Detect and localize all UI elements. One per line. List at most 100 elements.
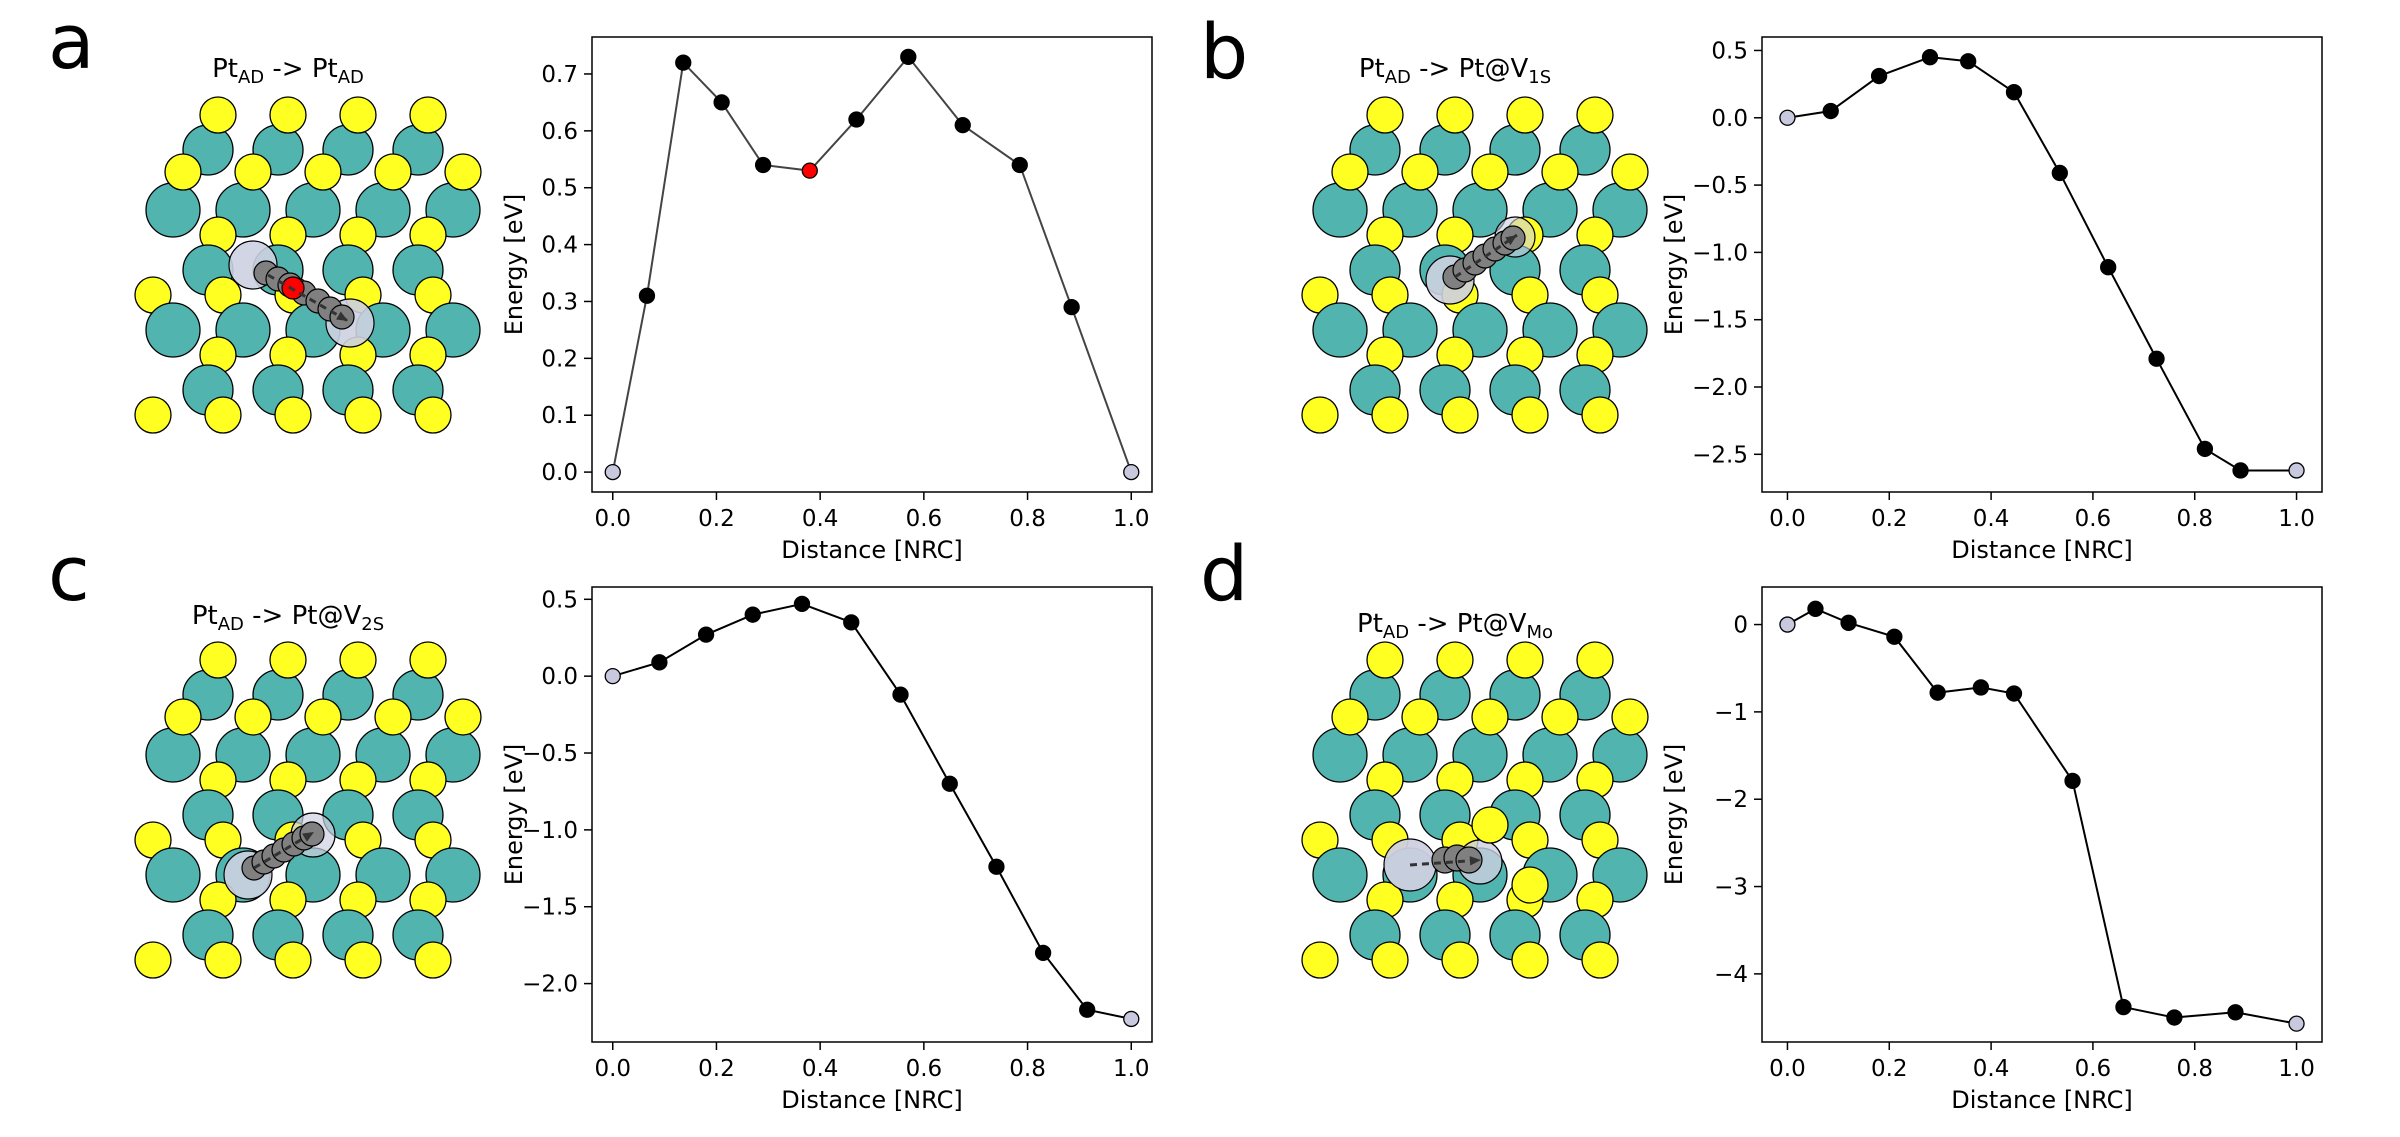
sulfur-atom (1371, 396, 1409, 434)
sulfur-atom (1331, 153, 1369, 191)
x-tick-label: 0.8 (1009, 1056, 1046, 1082)
y-axis-label: Energy [eV] (1660, 744, 1688, 886)
y-tick-label: 0 (1733, 613, 1748, 639)
data-point (754, 156, 772, 174)
data-point (954, 117, 971, 134)
sulfur-atom (1506, 641, 1544, 679)
sulfur-atom (374, 698, 412, 736)
sulfur-atom (1441, 941, 1479, 979)
y-tick-label: −0.5 (522, 741, 578, 767)
x-tick-label: 0.6 (906, 506, 943, 532)
data-point (1011, 156, 1028, 174)
sulfur-atom (344, 396, 382, 434)
sulfur-atom (269, 641, 307, 679)
molybdenum-atom (1312, 302, 1368, 358)
sulfur-atom (274, 396, 312, 434)
sulfur-atom (199, 96, 237, 134)
sulfur-atom (274, 941, 312, 979)
molybdenum-atom (145, 182, 201, 238)
y-tick-label: 0.6 (541, 119, 578, 145)
panel-letter-b: b (1200, 7, 1248, 96)
structure-title-a: PtAD -> PtAD (212, 54, 364, 88)
data-point (793, 595, 811, 613)
sulfur-atom (1436, 641, 1474, 679)
y-tick-label: 0.0 (541, 664, 578, 690)
endpoint-marker (1779, 616, 1796, 633)
x-tick-label: 0.6 (906, 1056, 943, 1082)
endpoint-marker (2288, 1015, 2305, 1032)
x-tick-label: 1.0 (1113, 506, 1150, 532)
y-tick-label: 0.5 (541, 176, 578, 202)
path-arrowhead (1469, 856, 1481, 866)
data-point (2100, 259, 2117, 276)
sulfur-atom (204, 396, 242, 434)
x-tick-label: 0.0 (594, 506, 631, 532)
y-tick-label: −1.5 (1692, 308, 1748, 334)
sulfur-atom (1506, 96, 1544, 134)
y-tick-label: −1.5 (522, 895, 578, 921)
data-point (1079, 1001, 1096, 1018)
sulfur-atom (234, 153, 272, 191)
data-point (1972, 679, 1990, 696)
x-tick-label: 0.8 (1009, 506, 1046, 532)
data-point (1063, 299, 1080, 316)
y-tick-label: 0.1 (541, 403, 578, 429)
energy-chart-b: 0.0 0.2 0.4 0.6 0.8 1.0 0.5 0.0 −0.5 −1.0 −1.5 −2.0… (1660, 36, 2323, 564)
sulfur-atom (374, 153, 412, 191)
sulfur-atom (1401, 153, 1439, 191)
data-point (2196, 440, 2214, 458)
plot-frame (591, 586, 1153, 1043)
data-point (2148, 350, 2165, 367)
sulfur-atom (414, 396, 452, 434)
data-point (2005, 84, 2023, 101)
data-point (1960, 53, 1977, 70)
x-tick-label: 0.0 (1769, 506, 1806, 532)
sulfur-atom (234, 698, 272, 736)
sulfur-atom (344, 941, 382, 979)
sulfur-atom (1576, 641, 1614, 679)
structure-diagram-b (1301, 96, 1649, 434)
sulfur-atom (409, 96, 447, 134)
structure-diagram-a (134, 96, 482, 434)
molybdenum-atom (145, 847, 201, 903)
data-point (843, 614, 860, 631)
sulfur-atom (304, 698, 342, 736)
y-tick-label: 0.7 (541, 62, 578, 88)
sulfur-atom-displaced (1511, 866, 1549, 904)
y-tick-label: −0.5 (1692, 173, 1748, 199)
sulfur-atom (339, 641, 377, 679)
x-axis-label: Distance [NRC] (1951, 536, 2133, 564)
endpoint-marker (2288, 462, 2305, 479)
sulfur-atom (339, 96, 377, 134)
energy-chart-d: 0.0 0.2 0.4 0.6 0.8 1.0 0 −1 −2 −3 −4 Distance [NRC… (1660, 586, 2323, 1114)
sulfur-atom (134, 941, 172, 979)
x-axis-label: Distance [NRC] (781, 536, 963, 564)
sulfur-atom (1301, 396, 1339, 434)
energy-chart-a: 0.0 0.2 0.4 0.6 0.8 1.0 0.0 0.1 0.2 0.3 0.4 0.5 0.6 0… (500, 36, 1153, 564)
data-point (941, 775, 958, 792)
energy-chart-c: 0.0 0.2 0.4 0.6 0.8 1.0 0.5 0.0 −0.5 −1.0 −1.5 −2.0… (500, 586, 1153, 1114)
data-point (2064, 772, 2081, 790)
data-point (2051, 164, 2068, 182)
y-tick-label: −2.5 (1692, 442, 1748, 468)
sulfur-atom (304, 153, 342, 191)
panel-letter-a: a (48, 0, 95, 86)
sulfur-atom (164, 153, 202, 191)
y-tick-label: −3 (1714, 875, 1748, 901)
x-tick-label: 1.0 (1113, 1056, 1150, 1082)
data-point (1886, 628, 1903, 645)
pt-image-atom (1455, 846, 1483, 874)
data-point (1822, 102, 1839, 120)
path-arrowhead (1505, 235, 1517, 246)
structure-diagram-c (134, 641, 482, 979)
sulfur-atom (1371, 941, 1409, 979)
series-line (611, 55, 1133, 473)
data-point (2005, 685, 2023, 702)
data-point (1840, 614, 1857, 631)
sulfur-atom (1576, 96, 1614, 134)
sulfur-atom (1331, 698, 1369, 736)
path-arrowhead (302, 832, 314, 842)
y-tick-label: 0.4 (541, 233, 578, 259)
